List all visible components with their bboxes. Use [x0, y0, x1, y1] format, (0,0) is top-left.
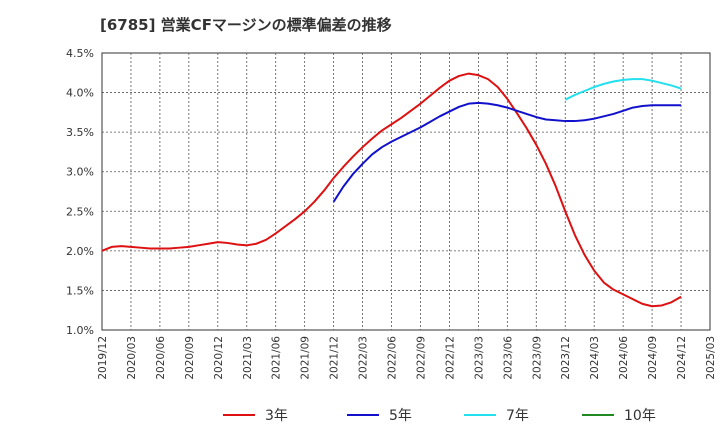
- y-tick-label: 3.0%: [66, 166, 94, 179]
- x-tick-label: 2020/06: [155, 336, 167, 380]
- x-tick-label: 2025/03: [705, 336, 717, 380]
- y-tick-label: 4.0%: [66, 87, 94, 100]
- series-line-2: [332, 101, 682, 203]
- legend-label-1: 3年: [265, 408, 288, 424]
- x-tick-label: 2024/09: [647, 336, 659, 380]
- x-tick-label: 2023/06: [502, 336, 514, 380]
- y-tick-label: 2.0%: [66, 245, 94, 258]
- x-tick-label: 2023/12: [560, 336, 572, 380]
- y-tick-label: 3.5%: [66, 126, 94, 139]
- plot-frame: [101, 52, 711, 331]
- x-tick-label: 2024/03: [589, 336, 601, 380]
- x-tick-label: 2021/03: [242, 336, 254, 380]
- x-tick-label: 2021/09: [300, 336, 312, 380]
- x-tick-label: 2019/12: [97, 336, 109, 380]
- y-tick-label: 1.0%: [66, 324, 94, 337]
- x-tick-label: 2024/06: [618, 336, 630, 380]
- x-tick-label: 2022/06: [387, 336, 399, 380]
- x-tick-label: 2024/12: [676, 336, 688, 380]
- x-tick-label: 2020/03: [126, 336, 138, 380]
- legend-label-2: 5年: [389, 408, 412, 424]
- series-line-1: [101, 72, 682, 308]
- y-tick-label: 1.5%: [66, 284, 94, 297]
- x-tick-label: 2022/09: [415, 336, 427, 380]
- y-tick-label: 2.5%: [66, 205, 94, 218]
- x-tick-label: 2022/12: [444, 336, 456, 380]
- chart-title: [6785] 営業CFマージンの標準偏差の推移: [100, 16, 392, 34]
- legend-label-4: 10年: [624, 408, 656, 424]
- legend-label-3: 7年: [506, 408, 529, 424]
- series-line-3: [564, 78, 682, 101]
- x-tick-label: 2022/03: [358, 336, 370, 380]
- x-tick-label: 2023/09: [531, 336, 543, 380]
- y-tick-label: 4.5%: [66, 47, 94, 60]
- x-tick-label: 2021/12: [329, 336, 341, 380]
- x-tick-label: 2021/06: [271, 336, 283, 380]
- x-tick-label: 2023/03: [473, 336, 485, 380]
- x-tick-label: 2020/09: [184, 336, 196, 380]
- x-tick-label: 2020/12: [213, 336, 225, 380]
